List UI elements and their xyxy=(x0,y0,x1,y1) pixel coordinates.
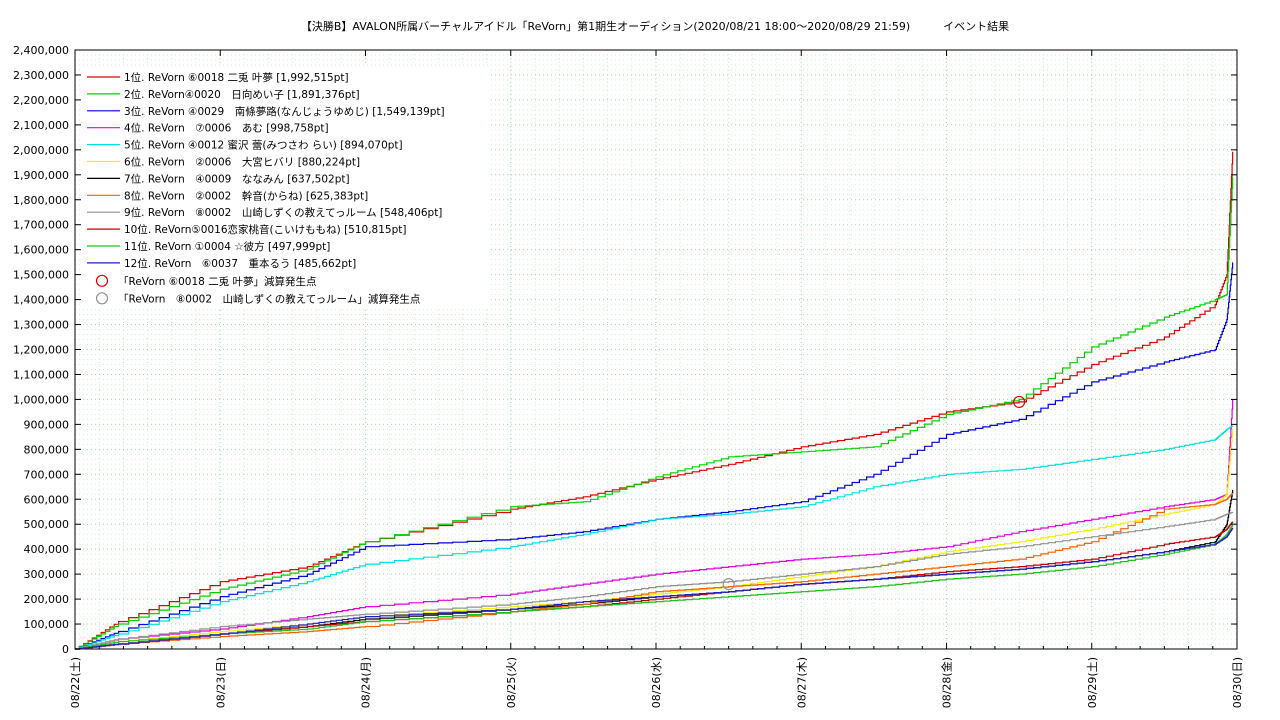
legend-label: 4位. ReVorn ⑦0006 あむ [998,758pt] xyxy=(124,122,329,135)
y-tick-label: 800,000 xyxy=(24,443,70,456)
y-tick-label: 400,000 xyxy=(24,543,70,556)
legend-label: 6位. ReVorn ②0006 大宮ヒバリ [880,224pt] xyxy=(124,156,360,169)
legend-box xyxy=(82,66,490,308)
series-line xyxy=(75,262,1233,649)
x-tick-label: 08/26(水) xyxy=(650,657,663,708)
legend: 1位. ReVorn ⑥0018 二兎 叶夢 [1,992,515pt] 2位. … xyxy=(82,66,490,308)
y-tick-label: 100,000 xyxy=(24,618,70,631)
legend-label: 9位. ReVorn ⑧0002 山崎しずくの教えてっルーム [548,406p… xyxy=(124,206,442,219)
y-tick-label: 1,200,000 xyxy=(13,344,69,357)
y-tick-label: 1,600,000 xyxy=(13,244,69,257)
series-line xyxy=(75,512,1233,649)
x-tick-label: 08/25(火) xyxy=(505,657,518,708)
x-tick-label: 08/29(土) xyxy=(1086,657,1099,708)
y-tick-label: 600,000 xyxy=(24,493,70,506)
y-tick-label: 1,400,000 xyxy=(13,294,69,307)
legend-label: 1位. ReVorn ⑥0018 二兎 叶夢 [1,992,515pt] xyxy=(124,71,349,84)
y-tick-label: 1,100,000 xyxy=(13,368,69,381)
series-line xyxy=(75,528,1233,649)
legend-label: 3位. ReVorn ④0029 南條夢路(なんじょうゆめじ) [1,549,1… xyxy=(124,105,445,118)
x-tick-label: 08/30(日) xyxy=(1231,657,1244,708)
y-tick-label: 900,000 xyxy=(24,418,70,431)
legend-label: 7位. ReVorn ④0009 ななみん [637,502pt] xyxy=(124,172,350,185)
x-tick-label: 08/27(木) xyxy=(795,657,808,708)
x-tick-label: 08/24(月) xyxy=(360,657,373,708)
x-tick-label: 08/28(金) xyxy=(940,657,954,708)
y-tick-label: 2,100,000 xyxy=(13,119,69,132)
series-line xyxy=(75,429,1233,649)
legend-label: 11位. ReVorn ①0004 ☆彼方 [497,999pt] xyxy=(124,240,330,253)
y-tick-label: 0 xyxy=(62,643,69,656)
y-tick-label: 2,300,000 xyxy=(13,69,69,82)
series-line xyxy=(75,400,1233,649)
y-tick-label: 2,400,000 xyxy=(13,44,69,57)
y-tick-label: 1,800,000 xyxy=(13,194,69,207)
legend-label: 10位. ReVorn⑤0016恋家桃音(こいけももね) [510,815pt] xyxy=(124,223,406,236)
chart-title: 【決勝B】AVALON所属バーチャルアイドル「ReVorn」第1期生オーディショ… xyxy=(301,19,1009,33)
series-line xyxy=(75,426,1233,649)
legend-label: 「ReVorn ⑧0002 山崎しずくの教えてっルーム」減算発生点 xyxy=(118,292,420,305)
y-tick-label: 1,000,000 xyxy=(13,393,69,406)
y-tick-label: 1,500,000 xyxy=(13,269,69,282)
legend-label: 12位. ReVorn ⑥0037 重本るう [485,662pt] xyxy=(124,257,356,270)
y-tick-label: 1,300,000 xyxy=(13,319,69,332)
legend-label: 「ReVorn ⑥0018 二兎 叶夢」減算発生点 xyxy=(118,275,317,288)
legend-label: 5位. ReVorn ④0012 蜜沢 蕾(みつさわ らい) [894,070p… xyxy=(124,139,403,152)
y-tick-label: 1,700,000 xyxy=(13,219,69,232)
x-tick-label: 08/22(土) xyxy=(69,657,82,708)
legend-label: 2位. ReVorn④0020 日向めい子 [1,891,376pt] xyxy=(124,88,360,101)
y-tick-label: 200,000 xyxy=(24,593,70,606)
y-tick-label: 500,000 xyxy=(24,518,70,531)
y-tick-label: 2,000,000 xyxy=(13,144,69,157)
series-line xyxy=(75,525,1233,649)
x-tick-label: 08/23(日) xyxy=(214,657,227,708)
y-tick-label: 1,900,000 xyxy=(13,169,69,182)
y-tick-label: 300,000 xyxy=(24,568,70,581)
marker-layer xyxy=(723,396,1025,589)
y-tick-label: 700,000 xyxy=(24,468,70,481)
legend-label: 8位. ReVorn ②0002 幹音(からね) [625,383pt] xyxy=(124,189,368,202)
y-tick-label: 2,200,000 xyxy=(13,94,69,107)
